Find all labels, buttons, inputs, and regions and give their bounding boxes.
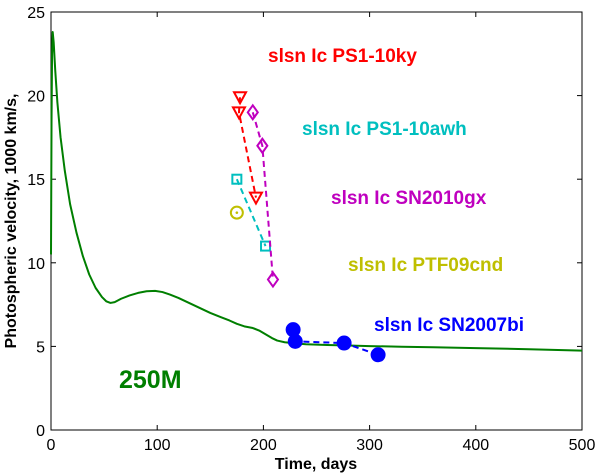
series-0 [231,91,264,206]
data-point [246,103,260,122]
x-tick-label: 0 [47,437,56,454]
x-tick-label: 200 [250,437,277,454]
data-point [260,240,272,252]
data-point [248,191,264,206]
legend-label-sn2007bi: slsn Ic SN2007bi [374,315,524,336]
series-1 [231,173,272,252]
y-tick-label: 20 [27,89,45,106]
legend-label-sn2010gx: slsn Ic SN2010gx [331,188,487,209]
series-line [292,329,379,356]
model-label: 250M [119,366,182,394]
legend-label-ps1-10awh: slsn Ic PS1-10awh [302,119,467,140]
y-tick-label: 5 [36,339,45,356]
series-line [235,178,267,247]
data-point [229,205,244,220]
series-line [251,112,274,280]
x-axis-title: Time, days [275,456,358,473]
series-4 [285,322,386,363]
x-tick-label: 300 [356,437,383,454]
data-point [231,106,247,121]
legend: slsn Ic PS1-10ky slsn Ic PS1-10awh slsn … [268,46,524,336]
data-point [256,137,269,155]
ticks: 0 100 200 300 400 500 0 5 10 15 20 25 [27,5,595,454]
y-axis-title: Photospheric velocity, 1000 km/s, [3,94,20,349]
model-curve-250m [50,31,583,352]
data-point [287,333,303,349]
model-layer [50,31,583,352]
data-point [336,335,352,351]
y-tick-label: 0 [36,423,45,440]
x-tick-label: 500 [569,437,596,454]
legend-label-ptf09cnd: slsn Ic PTF09cnd [348,255,503,276]
data-point [370,347,386,363]
series-2 [246,103,280,289]
x-tick-label: 400 [462,437,489,454]
data-point [231,173,243,185]
data-point-center [235,211,239,214]
data-point [266,270,280,289]
y-tick-label: 10 [27,256,45,273]
series-layer [229,91,386,363]
x-tick-label: 100 [144,437,171,454]
data-point [232,91,248,106]
series-3 [229,205,244,220]
y-tick-label: 15 [27,172,45,189]
legend-label-ps1-10ky: slsn Ic PS1-10ky [268,46,417,67]
y-tick-label: 25 [27,5,45,22]
